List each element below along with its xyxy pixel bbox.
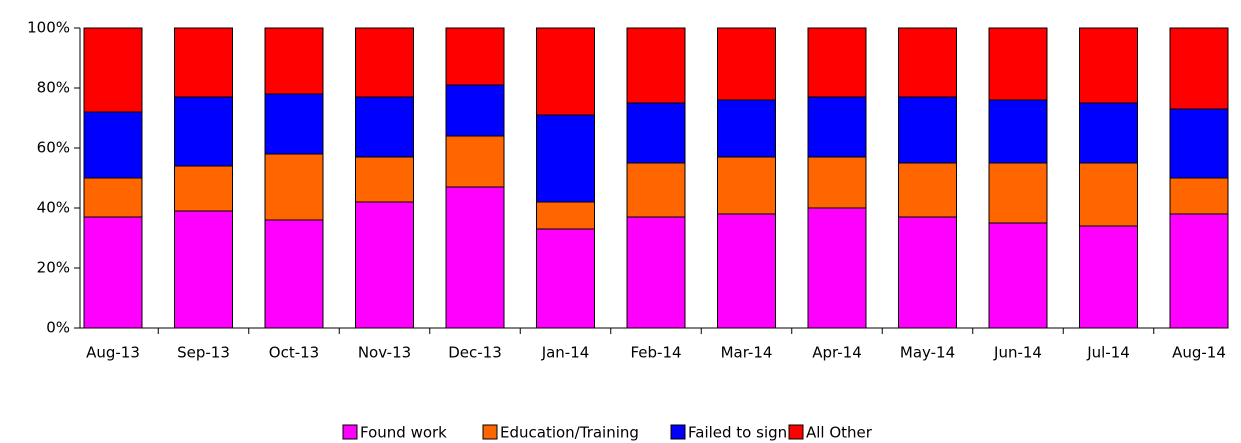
bar-segment [174, 210, 233, 329]
bar-segment [626, 102, 686, 164]
bar-segment [445, 84, 505, 137]
x-tick-label: Jan-14 [541, 344, 590, 362]
bar-segment [1079, 162, 1138, 227]
bar-segment [536, 201, 595, 230]
bar-segment [626, 216, 686, 329]
legend-swatch [670, 424, 686, 440]
legend-label: All Other [806, 424, 873, 442]
bar-segment [626, 27, 686, 104]
bar-segment [807, 207, 867, 329]
y-tick-label: 80% [37, 79, 70, 97]
legend-swatch [482, 424, 498, 440]
bar-segment [264, 27, 324, 95]
bar-segment [988, 162, 1048, 224]
bar-segment [445, 186, 505, 329]
bar-segment [988, 222, 1048, 329]
bar-segment [717, 213, 776, 329]
bar-segment [174, 96, 233, 167]
bar-segment [536, 228, 595, 329]
bar-segment [717, 156, 776, 215]
bar-segment [1169, 213, 1229, 329]
bar-segment [1169, 177, 1229, 215]
bar-segment [898, 162, 957, 218]
bar-segment [355, 27, 414, 98]
bar-segment [445, 135, 505, 188]
y-tick-label: 20% [37, 259, 70, 277]
bar-segment [445, 27, 505, 86]
bar-segment [264, 153, 324, 221]
bar-segment [988, 99, 1048, 164]
bar-segment [174, 165, 233, 212]
bar-segment [626, 162, 686, 218]
bar-segment [83, 216, 143, 329]
bar-segment [174, 27, 233, 98]
x-tick-label: Nov-13 [358, 344, 411, 362]
x-tick-label: Mar-14 [721, 344, 773, 362]
bar-segment [807, 156, 867, 209]
bar-segment [717, 99, 776, 158]
bar-segment [83, 27, 143, 113]
legend-label: Failed to sign [688, 424, 787, 442]
bar-segment [536, 114, 595, 203]
x-tick-label: Aug-13 [86, 344, 140, 362]
x-tick-label: Jul-14 [1086, 344, 1130, 362]
bar-segment [83, 177, 143, 218]
x-tick-label: Jun-14 [993, 344, 1042, 362]
bar-segment [898, 27, 957, 98]
bar-segment [807, 27, 867, 98]
bar-segment [1169, 108, 1229, 179]
bar-segment [1079, 225, 1138, 329]
bar-segment [355, 156, 414, 203]
x-tick-label: Dec-13 [448, 344, 502, 362]
bar-segment [717, 27, 776, 101]
bar-segment [83, 111, 143, 179]
bar-segment [988, 27, 1048, 101]
y-tick-label: 60% [37, 139, 70, 157]
y-tick-label: 0% [46, 319, 70, 337]
x-tick-label: Aug-14 [1172, 344, 1226, 362]
x-tick-label: Oct-13 [269, 344, 319, 362]
x-tick-label: Sep-13 [177, 344, 230, 362]
legend-label: Found work [360, 424, 447, 442]
x-tick-label: Feb-14 [630, 344, 681, 362]
bar-segment [1169, 27, 1229, 110]
legend-swatch [788, 424, 804, 440]
legend-label: Education/Training [500, 424, 639, 442]
legend-swatch [342, 424, 358, 440]
bar-segment [355, 201, 414, 329]
bar-segment [536, 27, 595, 116]
y-tick-label: 40% [37, 199, 70, 217]
bar-segment [1079, 102, 1138, 164]
bar-segment [1079, 27, 1138, 104]
bar-segment [355, 96, 414, 158]
x-tick-label: May-14 [900, 344, 955, 362]
bar-segment [807, 96, 867, 158]
y-tick-label: 100% [27, 19, 70, 37]
x-tick-label: Apr-14 [812, 344, 862, 362]
bar-segment [264, 93, 324, 155]
bar-segment [898, 96, 957, 164]
bar-segment [264, 219, 324, 329]
bar-segment [898, 216, 957, 329]
